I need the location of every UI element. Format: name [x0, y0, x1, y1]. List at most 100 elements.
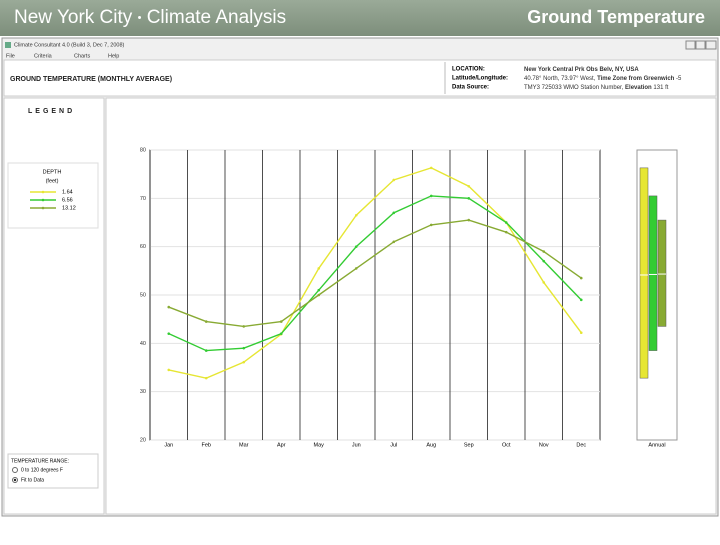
x-tick-label: May	[314, 442, 325, 448]
x-tick-label: Aug	[426, 442, 436, 448]
info-label: Data Source:	[452, 85, 489, 91]
slide-title: New York City • Climate Analysis	[14, 7, 286, 28]
point	[279, 332, 283, 335]
minimize[interactable]	[685, 40, 696, 50]
y-tick-label: 70	[140, 196, 146, 202]
point	[392, 240, 396, 244]
info-part: TMY3 725033 WMO Station Number,	[524, 85, 624, 91]
series-line	[168, 195, 582, 352]
x-tick-label: Jul	[390, 442, 397, 448]
point	[467, 218, 471, 222]
legend-label: 6.56	[62, 197, 73, 203]
info-part: Elevation	[625, 85, 652, 91]
menu-bar: File Criteria Charts Help	[6, 53, 119, 59]
window-controls	[685, 40, 717, 50]
chart-heading: GROUND TEMPERATURE (MONTHLY AVERAGE)	[10, 76, 172, 83]
x-tick-label: Nov	[539, 442, 549, 448]
range-title: TEMPERATURE RANGE:	[11, 458, 69, 464]
legend-heading: DEPTH	[43, 169, 62, 175]
point	[167, 368, 171, 372]
point	[542, 250, 546, 253]
y-tick-label: 80	[140, 147, 146, 153]
info-text: TMY3 725033 WMO Station Number, Elevatio…	[524, 85, 669, 91]
window-title: Climate Consultant 4.0 (Build 3, Dec 7, …	[14, 42, 125, 48]
info-part: -5	[676, 76, 682, 82]
legend-dot	[41, 198, 45, 202]
point	[317, 288, 321, 292]
slide-header	[0, 0, 720, 36]
point	[354, 213, 358, 217]
point	[392, 178, 396, 182]
legend-label: 1.64	[62, 189, 73, 195]
menu-item[interactable]: Criteria	[34, 53, 53, 59]
menu-item[interactable]: Charts	[74, 53, 90, 59]
x-tick-label: Oct	[502, 442, 511, 448]
y-tick-label: 20	[140, 437, 146, 443]
legend: 1.64 6.56 13.12	[30, 189, 76, 211]
point	[467, 197, 471, 200]
info-label: Latitude/Longitude:	[452, 76, 508, 82]
legend-dot	[41, 206, 45, 210]
point	[167, 305, 171, 309]
menu-item[interactable]: Help	[108, 53, 119, 59]
info-text: 40.78° North, 73.97° West, Time Zone fro…	[524, 76, 682, 82]
point	[504, 221, 508, 224]
range-box	[7, 453, 99, 489]
point	[579, 298, 583, 302]
info-label: LOCATION:	[452, 67, 485, 73]
range-option[interactable]: 0 to 120 degrees F	[21, 467, 63, 473]
legend-dot	[41, 190, 45, 194]
point	[429, 166, 433, 170]
annual-label: Annual	[648, 442, 665, 448]
point	[429, 223, 433, 227]
radio[interactable]	[12, 467, 18, 473]
point	[167, 332, 171, 335]
x-tick-label: Apr	[277, 442, 286, 448]
point	[242, 325, 246, 328]
point	[467, 184, 471, 188]
x-tick-label: Dec	[576, 442, 586, 448]
x-tick-label: Mar	[239, 442, 249, 448]
point	[317, 293, 321, 297]
point	[392, 211, 396, 215]
point	[542, 259, 546, 263]
info-rows: LOCATION: New York Central Prk Obs Belv, …	[452, 67, 682, 91]
x-tick-label: Jun	[352, 442, 361, 448]
info-text: New York Central Prk Obs Belv, NY, USA	[524, 67, 639, 73]
y-tick-label: 40	[140, 341, 146, 347]
range-option[interactable]: Fit to Data	[21, 477, 44, 483]
point	[354, 267, 358, 270]
menu-item[interactable]: File	[6, 53, 15, 59]
legend-box	[7, 162, 99, 229]
point	[204, 376, 208, 380]
point	[542, 281, 546, 284]
x-tick-label: Jan	[164, 442, 173, 448]
point	[504, 230, 508, 234]
series-line	[168, 219, 582, 328]
point	[317, 267, 321, 270]
annual-bar	[648, 195, 658, 351]
info-part: 131 ft	[653, 85, 668, 91]
info-part: Time Zone from Greenwich	[597, 76, 675, 82]
info-part: 40.78° North, 73.97° West,	[524, 76, 596, 82]
point	[354, 245, 358, 248]
point	[579, 331, 583, 335]
y-tick-label: 50	[140, 292, 146, 298]
slide-topic: Ground Temperature	[527, 7, 705, 27]
point	[242, 360, 246, 364]
chart: 20 30 40 50 60 70 80 Jan Feb Mar Apr May Jun Jul Aug Se…	[140, 147, 678, 448]
legend-panel	[3, 97, 105, 515]
legend-title: LEGEND	[28, 108, 75, 115]
point	[579, 276, 583, 280]
close[interactable]	[705, 40, 717, 50]
range-options: 0 to 120 degrees F Fit to Data	[12, 467, 63, 483]
x-tick-label: Sep	[464, 442, 474, 448]
info-panel	[3, 59, 717, 97]
y-tick-label: 60	[140, 244, 146, 250]
maximize[interactable]	[695, 40, 706, 50]
info-part: New York Central Prk Obs Belv, NY, USA	[524, 67, 639, 73]
x-tick-label: Feb	[202, 442, 211, 448]
point	[242, 346, 246, 350]
